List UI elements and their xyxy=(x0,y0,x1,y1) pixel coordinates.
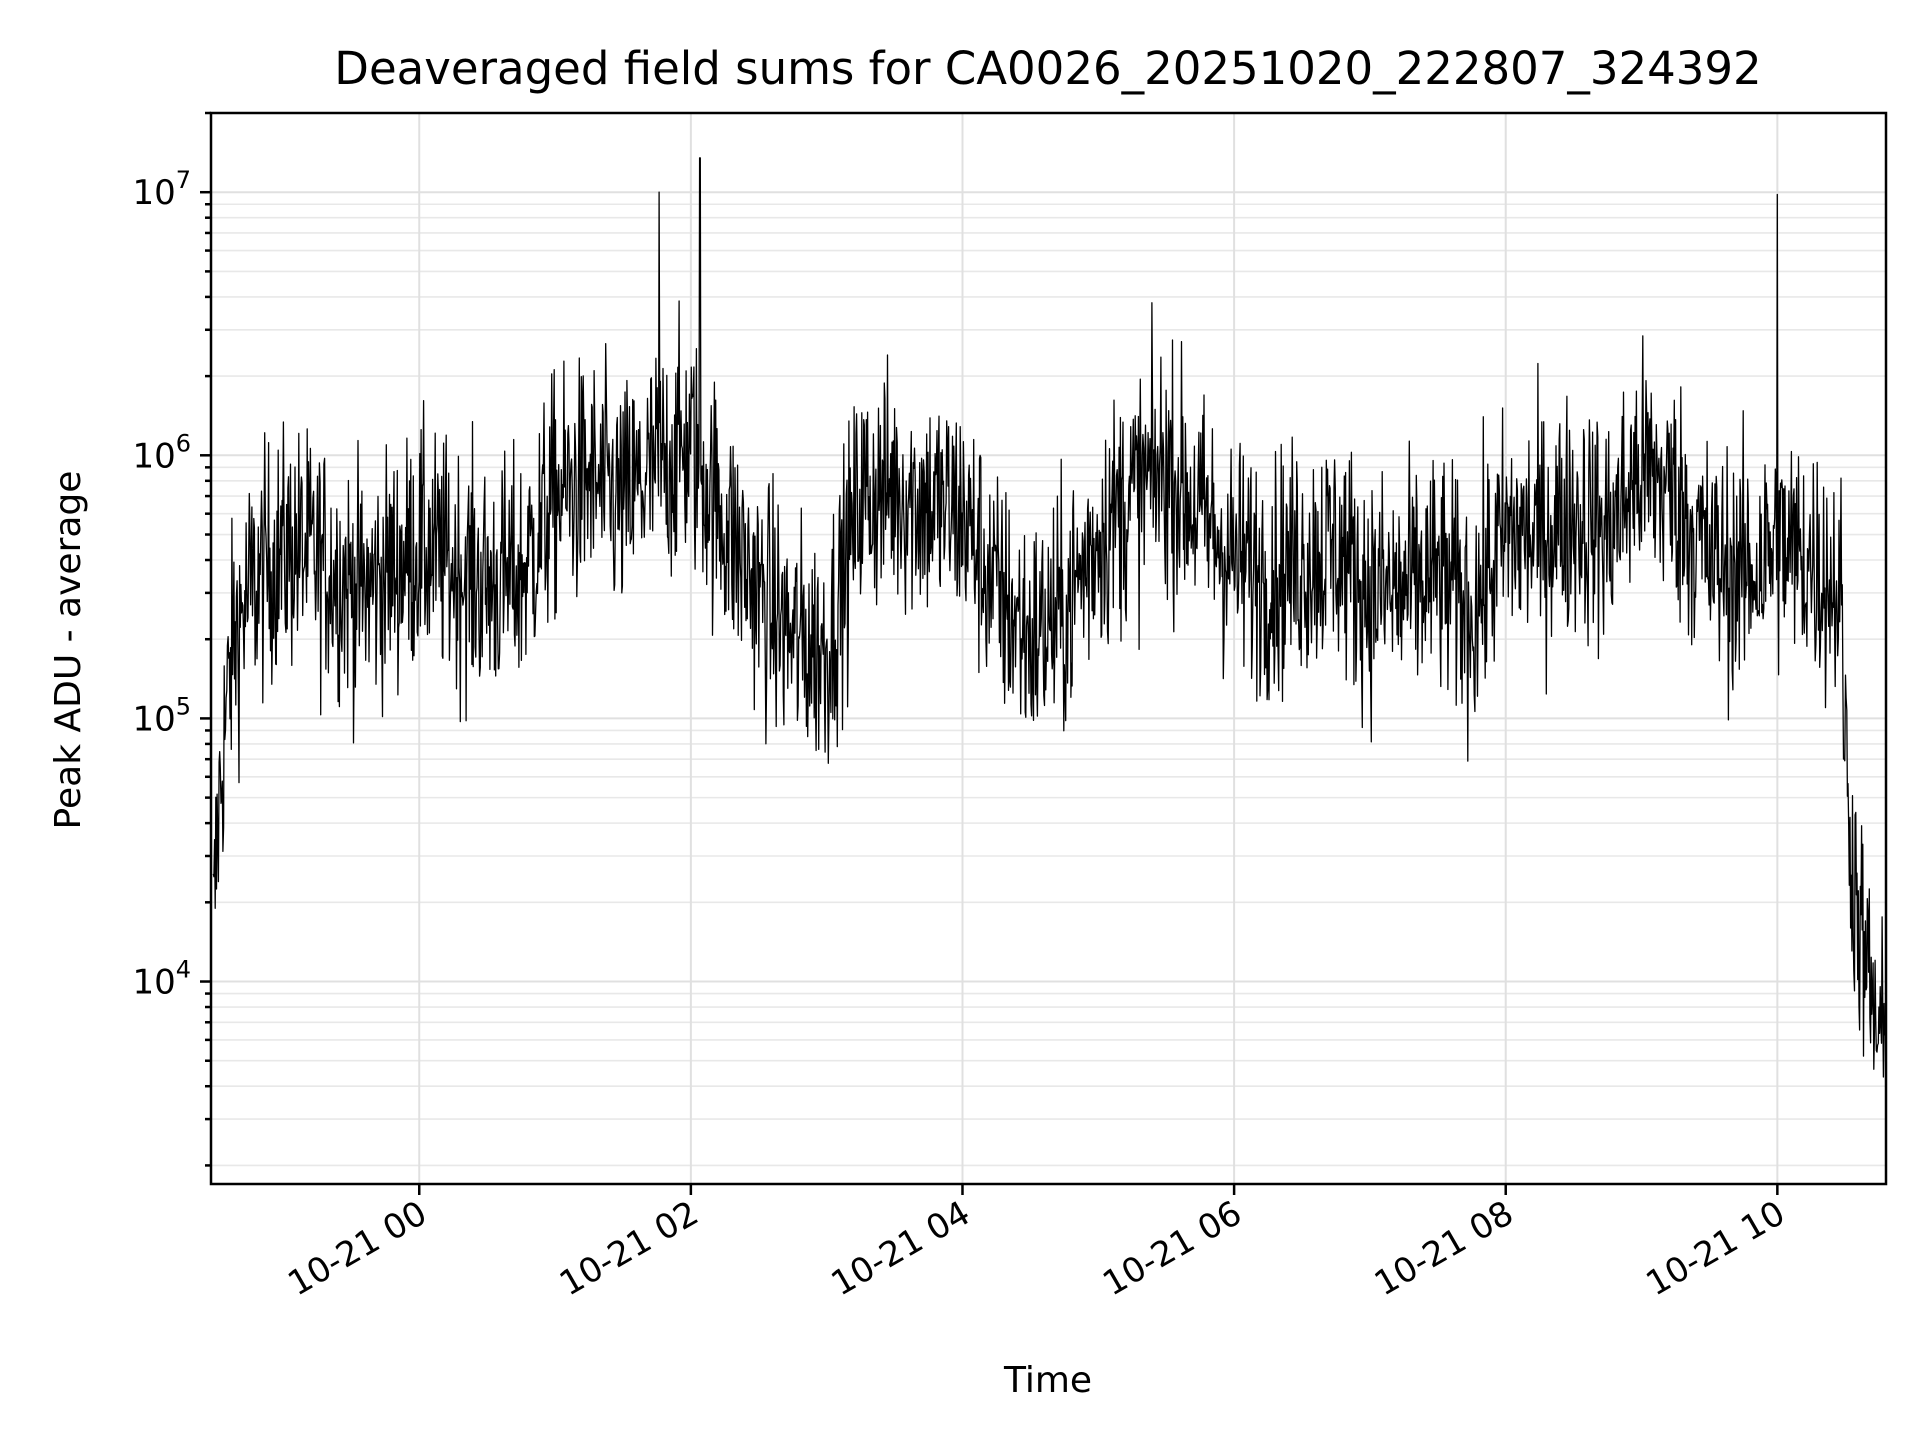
y-tick-label: 104 xyxy=(132,956,191,1003)
series-layer xyxy=(212,157,1887,1169)
x-axis-label: Time xyxy=(1003,1360,1092,1401)
series-line xyxy=(212,157,1887,1169)
chart-title: Deaveraged field sums for CA0026_2025102… xyxy=(334,42,1761,95)
y-tick-label: 105 xyxy=(132,692,191,739)
y-tick-label: 106 xyxy=(132,429,191,476)
y-axis-label: Peak ADU - average xyxy=(48,471,89,830)
plot-frame xyxy=(209,111,1888,1186)
y-tick-label: 107 xyxy=(132,166,191,213)
